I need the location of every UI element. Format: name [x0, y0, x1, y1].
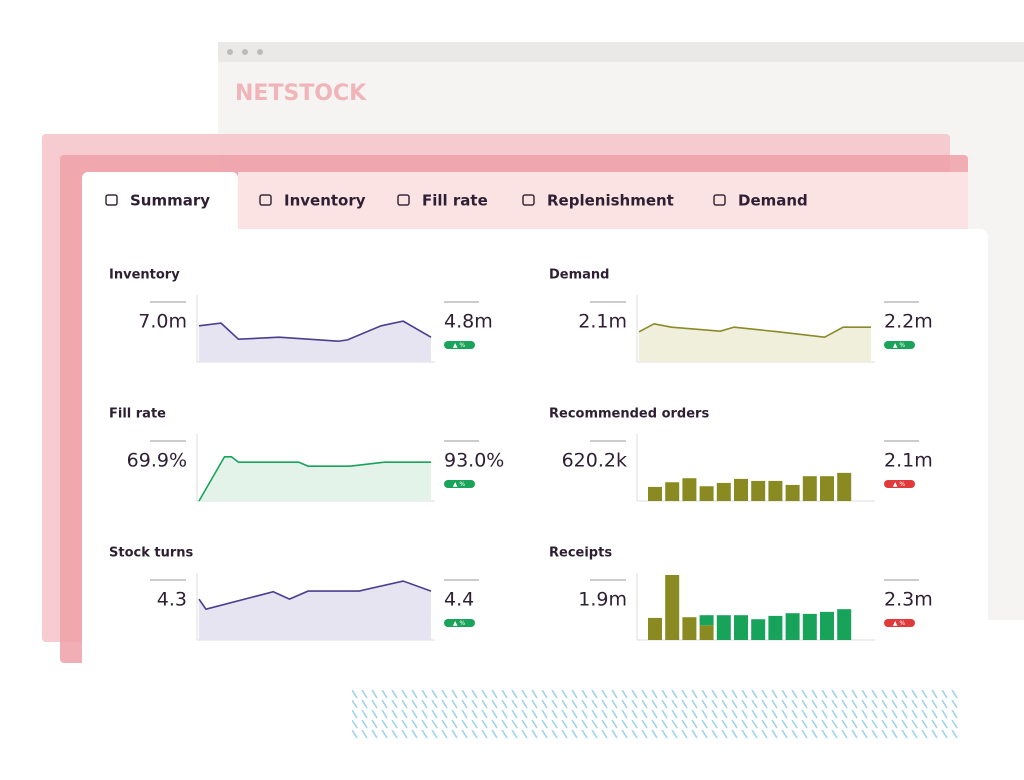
bar — [734, 478, 748, 501]
badge-text: ▲ % — [453, 342, 466, 349]
bar — [682, 478, 697, 501]
bar — [682, 617, 697, 640]
card-title: Recommended orders — [549, 407, 709, 422]
line — [198, 320, 432, 343]
bar — [699, 486, 714, 501]
bar — [699, 625, 714, 640]
start-value: 4.3 — [157, 589, 187, 611]
badge — [444, 341, 475, 349]
card-title: Receipts — [549, 546, 612, 561]
bar — [716, 482, 731, 501]
bar — [699, 615, 714, 626]
bar — [837, 472, 852, 501]
bar — [785, 613, 800, 640]
tab[interactable]: Summary — [130, 192, 210, 210]
badge-text: ▲ % — [893, 342, 906, 349]
end-value: 4.8m — [444, 311, 493, 333]
bar — [785, 484, 800, 501]
tab-bar — [238, 172, 968, 229]
line — [638, 322, 871, 339]
bar — [820, 611, 834, 640]
end-value: 93.0% — [444, 450, 504, 472]
start-value: 7.0m — [138, 311, 187, 333]
bar — [665, 482, 680, 501]
start-value: 69.9% — [127, 450, 187, 472]
hatch — [352, 690, 960, 740]
bar — [768, 480, 783, 501]
tab[interactable]: Fill rate — [422, 192, 488, 210]
bar — [665, 575, 680, 640]
badge-text: ▲ % — [453, 620, 466, 627]
tab-icon — [259, 194, 272, 206]
bar — [837, 609, 852, 640]
area — [639, 323, 871, 362]
area — [199, 321, 431, 362]
brand: NETSTOCK — [235, 81, 367, 106]
tab-icon — [522, 194, 535, 206]
bar — [716, 615, 731, 640]
badge — [444, 619, 475, 627]
end-value: 2.2m — [884, 311, 933, 333]
active-tab — [82, 172, 238, 242]
tab[interactable]: Replenishment — [547, 192, 674, 210]
end-value: 2.3m — [884, 589, 933, 611]
card-title: Fill rate — [109, 407, 166, 422]
badge — [444, 480, 475, 488]
browser-bar — [218, 42, 1024, 62]
bar — [751, 619, 766, 640]
start-value: 1.9m — [578, 589, 627, 611]
bar — [820, 476, 834, 501]
tab-icon — [105, 194, 118, 206]
start-value: 620.2k — [562, 450, 627, 472]
bar — [648, 486, 662, 501]
start-value: 2.1m — [578, 311, 627, 333]
end-value: 4.4 — [444, 589, 474, 611]
badge — [884, 480, 915, 488]
area — [199, 581, 431, 640]
bar — [802, 613, 817, 640]
card-title: Inventory — [109, 268, 180, 283]
bar — [734, 615, 748, 640]
tab-icon — [713, 194, 726, 206]
end-value: 2.1m — [884, 450, 933, 472]
tab[interactable]: Demand — [738, 192, 808, 210]
bar — [648, 617, 662, 640]
badge — [884, 619, 915, 627]
badge-text: ▲ % — [893, 481, 906, 488]
badge-text: ▲ % — [893, 620, 906, 627]
bar — [751, 480, 766, 501]
badge-text: ▲ % — [453, 481, 466, 488]
tab[interactable]: Inventory — [284, 192, 366, 210]
tab-icon — [397, 194, 410, 206]
badge — [884, 341, 915, 349]
bar — [768, 615, 783, 640]
line — [198, 455, 431, 502]
bar — [802, 476, 817, 501]
line — [198, 580, 432, 611]
area — [199, 456, 431, 501]
card-title: Stock turns — [109, 546, 194, 561]
card-title: Demand — [549, 268, 610, 283]
